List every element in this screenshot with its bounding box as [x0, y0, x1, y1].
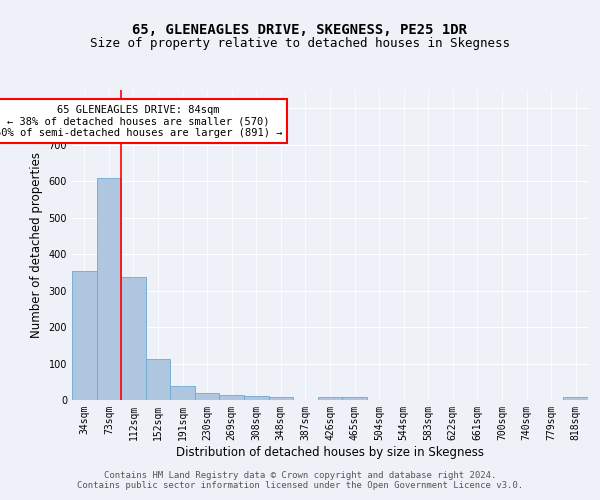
Bar [342, 397, 367, 400]
Bar [97, 178, 121, 400]
Text: 65, GLENEAGLES DRIVE, SKEGNESS, PE25 1DR: 65, GLENEAGLES DRIVE, SKEGNESS, PE25 1DR [133, 22, 467, 36]
Bar [220, 394, 244, 400]
Bar [318, 397, 342, 400]
X-axis label: Distribution of detached houses by size in Skegness: Distribution of detached houses by size … [176, 446, 484, 458]
Bar [269, 397, 293, 400]
Y-axis label: Number of detached properties: Number of detached properties [30, 152, 43, 338]
Bar [121, 276, 146, 400]
Text: Size of property relative to detached houses in Skegness: Size of property relative to detached ho… [90, 38, 510, 51]
Text: Contains HM Land Registry data © Crown copyright and database right 2024.
Contai: Contains HM Land Registry data © Crown c… [77, 470, 523, 490]
Text: 65 GLENEAGLES DRIVE: 84sqm
← 38% of detached houses are smaller (570)
60% of sem: 65 GLENEAGLES DRIVE: 84sqm ← 38% of deta… [0, 104, 282, 138]
Bar [244, 396, 269, 400]
Bar [195, 392, 220, 400]
Bar [170, 386, 195, 400]
Bar [563, 398, 588, 400]
Bar [146, 359, 170, 400]
Bar [72, 270, 97, 400]
